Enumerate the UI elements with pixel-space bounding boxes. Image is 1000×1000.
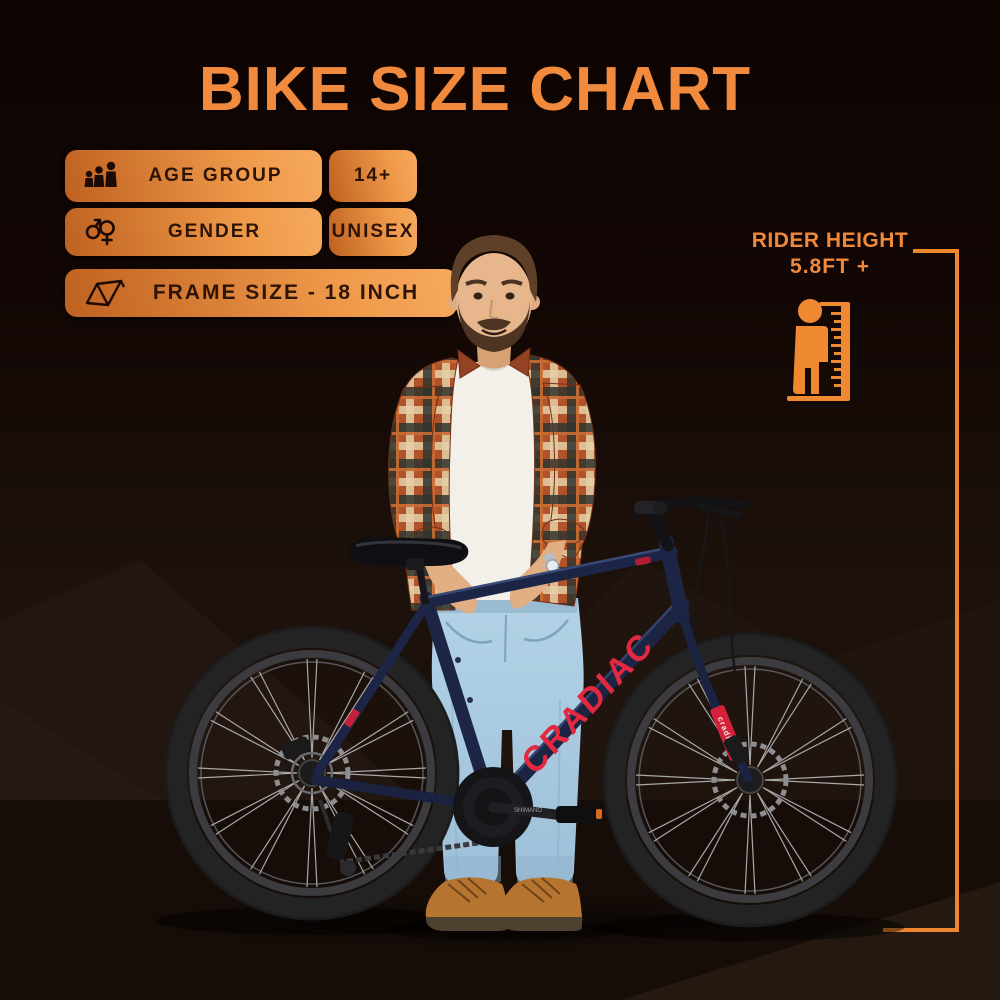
smile [481, 328, 507, 336]
shift-cable [718, 514, 744, 719]
toptube-red-decal [635, 556, 651, 566]
eye-right [505, 292, 515, 300]
white-tshirt [440, 362, 545, 600]
eyebrow-left [465, 279, 488, 286]
mustache [477, 318, 511, 331]
pedal [556, 806, 602, 823]
man-figure [388, 235, 596, 931]
gender-row: GENDER UNISEX [65, 208, 457, 256]
nose [488, 299, 499, 320]
rear-disc-rotor [273, 734, 351, 812]
eyebrow-right [500, 279, 523, 286]
frame-line-right [955, 249, 959, 932]
front-wheel [602, 632, 898, 928]
person-height-ruler-icon [787, 299, 850, 401]
age-group-label: AGE GROUP [148, 165, 283, 186]
bicycle: CRADIAC cradiac [164, 497, 898, 928]
gender-value: UNISEX [331, 221, 415, 242]
gender-label: GENDER [167, 221, 262, 242]
bike-frame [311, 534, 753, 814]
rider-height-label: RIDER HEIGHT [751, 229, 909, 252]
gender-value-badge: UNISEX [329, 208, 417, 256]
age-group-value: 14+ [353, 165, 393, 186]
frame-line-bottom [883, 928, 959, 932]
rider-height-value: 5.8FT + [790, 255, 870, 278]
mountain-slope-bottom-right [620, 882, 1000, 1000]
front-brake-caliper [723, 735, 749, 765]
handlebar-group [633, 497, 749, 719]
gender-badge: GENDER [65, 208, 322, 256]
bike-frame-icon [83, 276, 127, 310]
brake-lever [697, 504, 743, 518]
age-group-value-badge: 14+ [329, 150, 417, 202]
brake-cable [692, 513, 710, 637]
age-group-row: AGE GROUP 14+ [65, 150, 457, 202]
rider-height-block: RIDER HEIGHT 5.8FT + [743, 229, 917, 279]
boots [425, 877, 583, 931]
front-disc-rotor [711, 741, 789, 819]
crank-arm [488, 802, 573, 821]
face [456, 253, 532, 347]
head [448, 235, 540, 369]
eye-left [473, 292, 483, 300]
gender-icon [83, 216, 117, 248]
beard [458, 298, 530, 352]
crank-brand-text: SHIMANO [514, 808, 542, 814]
seatstay-red-decal [344, 709, 360, 727]
saddle-group [349, 537, 469, 605]
frame-size-label: FRAME SIZE - 18 INCH [152, 281, 420, 304]
rear-brake-caliper [281, 736, 311, 760]
age-group-icon [83, 161, 119, 191]
front-wheel-spokes [635, 665, 865, 895]
page-title: BIKE SIZE CHART [198, 55, 752, 124]
frame-size-badge: FRAME SIZE - 18 INCH [65, 269, 457, 317]
frame-line-top [913, 249, 959, 253]
rear-derailleur [318, 799, 479, 876]
pedal-reflector [596, 809, 602, 819]
rear-cassette [290, 751, 334, 795]
crankset: SHIMANO [453, 767, 602, 847]
age-group-badge: AGE GROUP [65, 150, 322, 202]
rear-wheel [164, 625, 460, 921]
hair [450, 235, 538, 302]
spec-badges: AGE GROUP 14+ GENDE [65, 150, 457, 317]
